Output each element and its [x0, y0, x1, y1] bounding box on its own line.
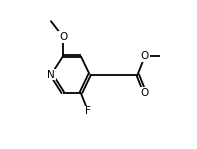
Text: F: F: [85, 106, 91, 116]
Text: N: N: [47, 69, 55, 80]
Text: O: O: [59, 32, 67, 42]
Text: O: O: [141, 88, 149, 98]
Text: O: O: [141, 51, 149, 61]
